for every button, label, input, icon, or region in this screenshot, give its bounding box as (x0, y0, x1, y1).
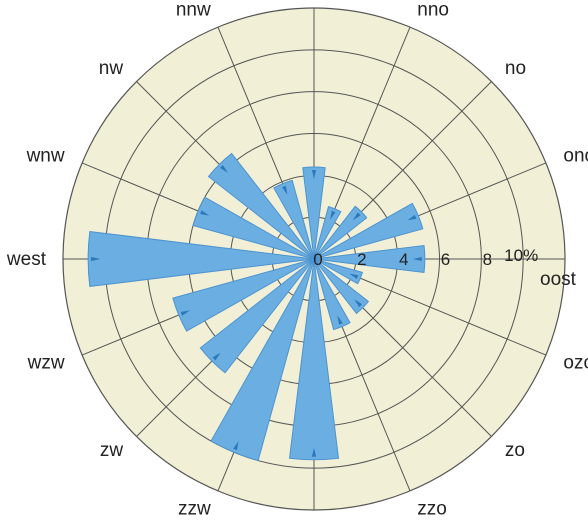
label-ozo: ozo (563, 352, 588, 373)
tick-6: 6 (441, 250, 450, 269)
label-zo: zo (505, 440, 525, 461)
bar-wnw (192, 196, 315, 260)
tick-0: 0 (313, 250, 322, 269)
label-oost: oost (540, 269, 577, 290)
marker-zo (354, 299, 363, 308)
bar-zw (199, 258, 315, 374)
bar-zuid (288, 258, 340, 461)
label-nno: nno (417, 0, 449, 21)
bar-west (87, 230, 315, 288)
label-zzo: zzo (417, 498, 447, 519)
marker-noord (312, 170, 316, 179)
marker-oost (412, 257, 422, 261)
bar-ono (313, 202, 424, 260)
label-nw: nw (99, 58, 124, 79)
marker-ono (407, 215, 417, 221)
label-west: west (6, 249, 47, 270)
label-zzw: zzw (178, 498, 211, 519)
label-zw: zw (100, 440, 124, 461)
label-nnw: nnw (176, 0, 211, 21)
marker-ozo (349, 273, 359, 279)
marker-west (91, 256, 101, 262)
direction-labels: noordnnonoonooostozozozzozuidzzwzwwzwwes… (6, 0, 588, 519)
marker-nw (220, 165, 228, 173)
label-ono: ono (563, 146, 588, 167)
tick-2: 2 (357, 250, 366, 269)
marker-nnw (282, 185, 288, 195)
marker-wzw (180, 310, 190, 316)
bar-oost (313, 244, 426, 274)
radial-ticks: 0 2 4 6 8 10% (313, 246, 538, 269)
marker-no (352, 212, 361, 221)
bar-nw (207, 152, 315, 260)
marker-nno (330, 210, 336, 220)
marker-wnw (200, 210, 210, 216)
tick-4: 4 (399, 250, 408, 269)
bar-nno (313, 205, 342, 260)
bar-zzw (210, 258, 315, 462)
bar-ozo (313, 258, 364, 285)
label-wzw: wzw (27, 352, 65, 373)
bar-noord (302, 166, 326, 260)
bar-nnw (273, 179, 315, 260)
label-no: no (505, 58, 526, 79)
marker-zzo (337, 315, 343, 325)
bar-wzw (172, 258, 315, 332)
tick-10%: 10% (504, 246, 538, 265)
label-wnw: wnw (26, 146, 65, 167)
marker-zzw (233, 441, 239, 451)
tick-8: 8 (483, 250, 492, 269)
bar-zzo (313, 258, 351, 331)
bars (87, 152, 426, 462)
marker-zw (212, 352, 221, 361)
marker-zuid (311, 447, 317, 457)
